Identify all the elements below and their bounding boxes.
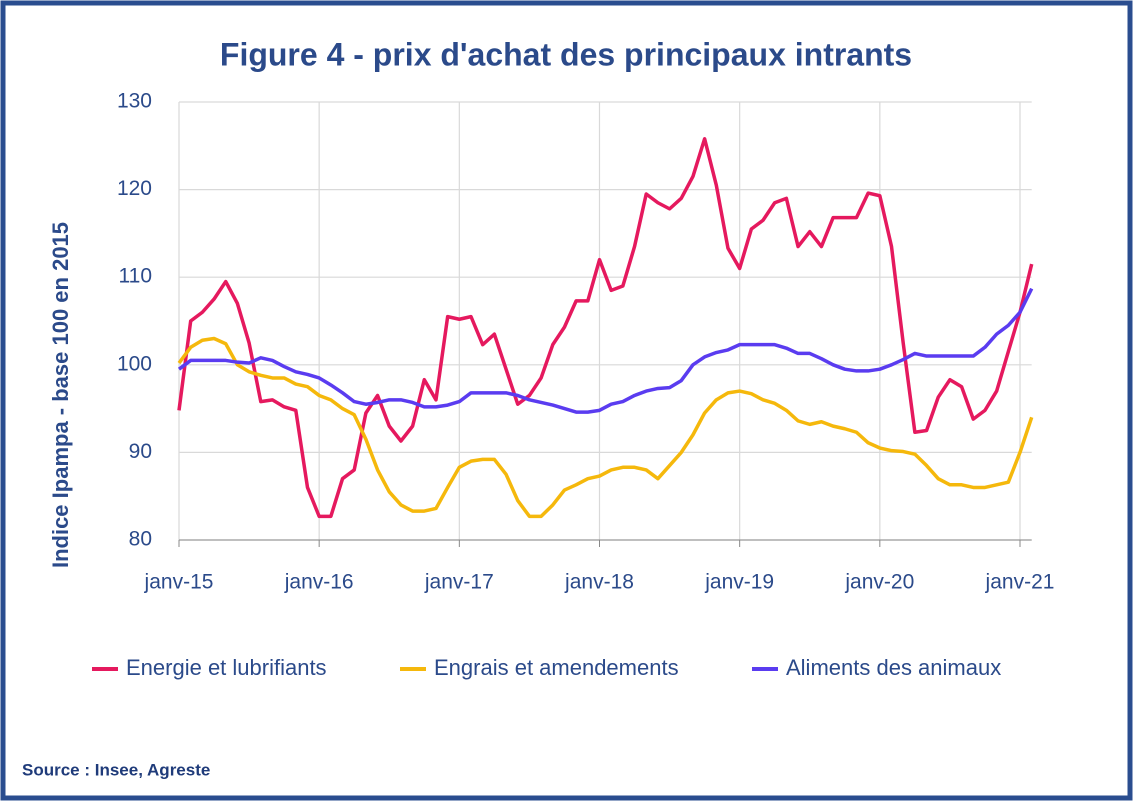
x-tick-label: janv-16 [284, 571, 354, 594]
x-tick-label: janv-19 [704, 571, 774, 594]
x-tick-label: janv-20 [844, 571, 914, 594]
x-tick-label: janv-17 [424, 571, 494, 594]
x-tick-label: janv-21 [985, 571, 1055, 594]
y-tick-label: 120 [117, 177, 152, 200]
legend-label: Energie et lubrifiants [126, 655, 327, 680]
chart-title: Figure 4 - prix d'achat des principaux i… [220, 36, 912, 72]
y-tick-label: 110 [119, 265, 152, 288]
x-tick-label: janv-18 [564, 571, 634, 594]
y-tick-label: 80 [129, 528, 152, 551]
x-tick-label: janv-15 [144, 571, 214, 594]
source-note: Source : Insee, Agreste [22, 760, 210, 779]
y-axis-label: Indice Ipampa - base 100 en 2015 [48, 222, 73, 568]
y-tick-label: 100 [117, 352, 152, 375]
legend-label: Aliments des animaux [786, 655, 1001, 680]
series-line [177, 137, 1034, 519]
y-tick-label: 130 [117, 90, 152, 113]
y-tick-label: 90 [129, 440, 152, 463]
legend-label: Engrais et amendements [434, 655, 679, 680]
series-line [177, 287, 1034, 414]
series-line [177, 336, 1034, 519]
